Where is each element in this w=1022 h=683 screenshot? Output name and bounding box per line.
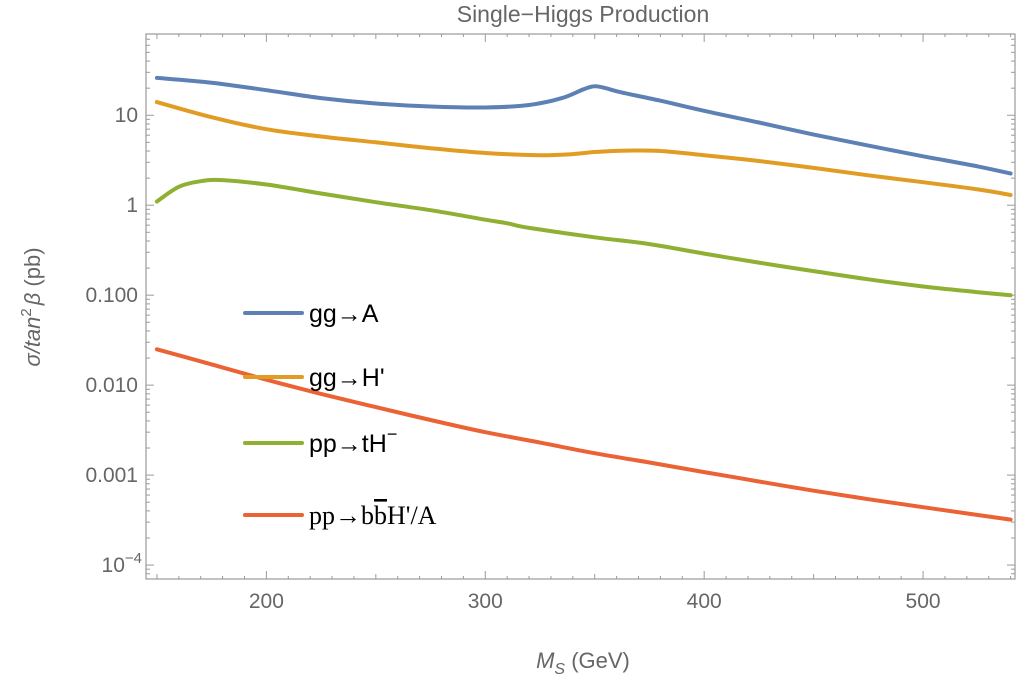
y-axis-title: σ/tan2 β (pb) [18,247,45,366]
series-line-1 [154,100,1013,197]
legend: gg→A gg→H' pp→tH− pp→bbH'/A [243,300,437,530]
y-tick-label-sup: −4 [125,550,142,567]
y-tick-label: 0.100 [85,284,138,307]
x-axis-title-unit: (GeV) [565,648,630,673]
legend-label-pp-bbh: pp→bbH'/A [309,501,437,530]
y-axis-title-sup: 2 [18,308,35,316]
legend-label-pp-th-main: pp→tH [309,430,387,458]
y-tick-label: 0.001 [85,464,138,487]
chart-title: Single−Higgs Production [457,1,710,27]
legend-label-pp-bbh-bbar: b [374,501,387,530]
y-axis-title-pre: σ/tan [20,317,45,367]
legend-label-pp-bbh-rest: H'/A [387,501,437,530]
x-tick-label: 300 [468,590,503,613]
x-axis-title: MS (GeV) [536,648,630,678]
series-line-3 [154,347,1013,522]
x-axis-title-sub: S [554,661,565,678]
x-tick-label: 500 [906,590,941,613]
legend-label-gg-h: gg→H' [309,364,385,392]
legend-label-pp-bbh-main: pp→b [309,501,374,530]
y-axis-title-mid: β [20,292,45,306]
y-tick-label: 10 [115,104,138,127]
x-axis-title-main: M [536,648,555,673]
x-axis-ticks: 200 300 400 500 [156,34,1012,613]
y-tick-label: 1 [126,194,138,217]
y-axis-title-unit: (pb) [20,247,45,292]
plot-frame [145,33,1016,580]
series-lines [154,75,1013,522]
y-tick-label: 10−4 [102,550,142,577]
x-tick-label: 400 [687,590,722,613]
legend-label-pp-th-sup: − [387,424,398,444]
series-line-2 [154,177,1013,298]
series-line-0 [154,75,1013,176]
legend-label-gg-a: gg→A [309,300,379,328]
x-tick-label: 200 [249,590,284,613]
y-tick-label-base: 10 [102,554,125,577]
legend-label-pp-th: pp→tH− [309,424,397,458]
y-tick-label: 0.010 [85,374,138,397]
